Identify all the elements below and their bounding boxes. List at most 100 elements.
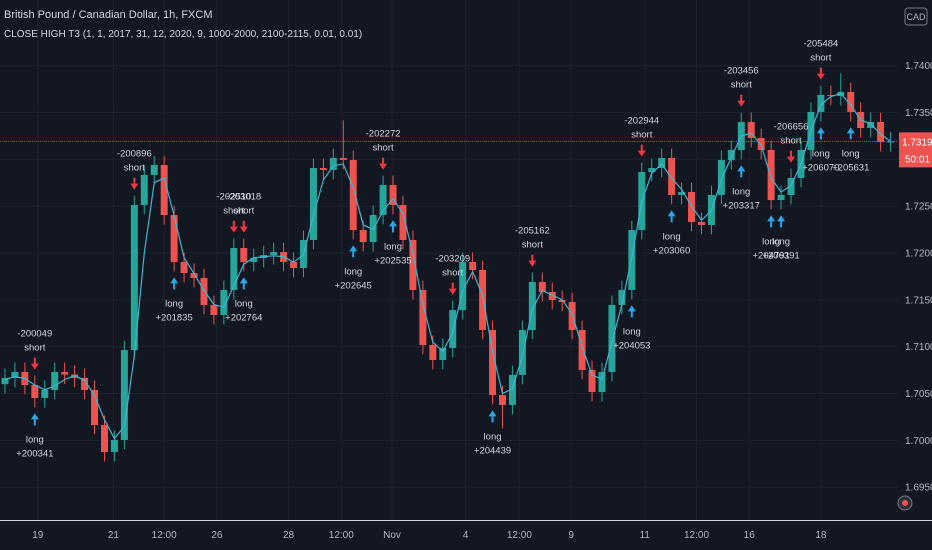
candle-body <box>668 157 676 195</box>
candle-body <box>170 215 178 262</box>
signal-id: +206391 <box>762 250 799 261</box>
signal-id: +203317 <box>723 200 760 211</box>
candle-body <box>409 239 417 290</box>
candle-body <box>110 439 118 452</box>
signal-side: long <box>812 148 830 159</box>
candle-body <box>329 157 337 170</box>
x-tick-label: 9 <box>568 530 574 541</box>
last-price-box <box>899 132 932 168</box>
y-tick-label: 1.71500 <box>905 295 932 306</box>
candle-body <box>548 291 556 301</box>
x-tick-label: 12:00 <box>152 530 177 541</box>
short-arrow <box>528 254 537 267</box>
long-arrow <box>239 277 248 290</box>
signal-side: short <box>233 206 254 217</box>
candle-body <box>827 95 835 97</box>
x-tick-label: 12:00 <box>684 530 709 541</box>
candle-body <box>61 371 69 375</box>
long-arrow <box>846 127 855 140</box>
candle-body <box>190 273 198 278</box>
signal-side: long <box>165 298 183 309</box>
candle-body <box>220 289 228 315</box>
candle-body <box>608 304 616 372</box>
x-tick-label: 21 <box>108 530 120 541</box>
y-tick-label: 1.72000 <box>905 248 932 259</box>
candle-body <box>538 282 546 292</box>
signal-id: +206070 <box>802 162 839 173</box>
candle-body <box>787 178 795 195</box>
signal-id: +202645 <box>335 280 372 291</box>
candle-body <box>31 384 39 399</box>
candle-body <box>379 184 387 216</box>
settings-icon <box>902 500 908 506</box>
indicator-title: CLOSE HIGH T3 (1, 1, 2017, 31, 12, 2020,… <box>4 29 362 40</box>
short-arrow <box>239 220 248 233</box>
signal-id: -205484 <box>803 39 838 50</box>
signal-id: +204439 <box>474 445 511 456</box>
short-arrow <box>816 67 825 80</box>
long-arrow <box>816 127 825 140</box>
candle-body <box>678 191 686 195</box>
candle-body <box>429 344 437 360</box>
x-tick-label: 18 <box>815 530 827 541</box>
candle-body <box>130 205 138 351</box>
long-arrow <box>488 410 497 423</box>
chart-title: British Pound / Canadian Dollar, 1h, FXC… <box>4 9 213 21</box>
signal-id: -200049 <box>17 329 52 340</box>
candle-body <box>1 377 9 385</box>
candle-body <box>757 138 765 151</box>
candle-body <box>887 141 895 143</box>
long-arrow <box>667 210 676 223</box>
candle-body <box>717 160 725 195</box>
candle-body <box>91 389 99 425</box>
signal-side: short <box>373 143 394 154</box>
candle-body <box>240 248 248 262</box>
signal-side: long <box>484 431 502 442</box>
candle-body <box>160 164 168 216</box>
signal-side: long <box>663 231 681 242</box>
candle-body <box>518 329 526 375</box>
signal-id: -205162 <box>515 226 550 237</box>
currency: CAD <box>906 12 926 22</box>
candle-body <box>767 150 775 201</box>
candle-body <box>359 230 367 243</box>
signal-side: short <box>24 343 45 354</box>
signal-side: short <box>223 206 244 217</box>
candle-body <box>727 150 735 161</box>
x-tick-label: 26 <box>211 530 223 541</box>
candle-body <box>648 167 656 173</box>
long-arrow <box>767 215 776 228</box>
candle-body <box>747 121 755 139</box>
candle-body <box>180 261 188 274</box>
signal-id: +202535 <box>374 255 411 266</box>
y-tick-label: 1.70000 <box>905 436 932 447</box>
signal-side: short <box>631 130 652 141</box>
short-arrow <box>379 157 388 170</box>
candle-body <box>100 424 108 452</box>
candle-body <box>459 261 467 311</box>
signal-side: long <box>26 434 44 445</box>
signal-side: long <box>772 236 790 247</box>
t3-line <box>4 93 891 440</box>
signal-id: +200341 <box>16 448 53 459</box>
candle-body <box>319 167 327 170</box>
signal-side: short <box>731 80 752 91</box>
candle-body <box>210 304 218 315</box>
short-arrow <box>30 357 39 370</box>
candle-body <box>270 252 278 256</box>
signal-id: -206656 <box>774 122 809 133</box>
long-arrow <box>627 305 636 318</box>
short-arrow <box>737 94 746 107</box>
signal-id: +201835 <box>156 312 193 323</box>
x-tick-label: 19 <box>32 530 44 541</box>
signal-side: long <box>384 241 402 252</box>
candle-body <box>508 374 516 406</box>
signal-id: +205631 <box>832 162 869 173</box>
x-tick-label: Nov <box>383 530 401 541</box>
currency-box[interactable] <box>904 7 928 26</box>
candle-body <box>11 371 19 378</box>
candle-body <box>250 258 258 262</box>
long-arrow <box>777 215 786 228</box>
signal-id: -203018 <box>226 192 261 203</box>
x-tick-label: 4 <box>463 530 469 541</box>
